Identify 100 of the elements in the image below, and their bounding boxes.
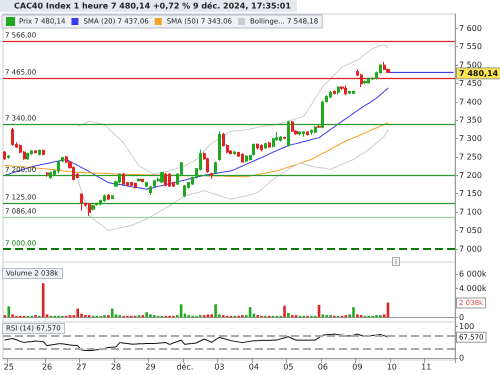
y-tick-label: 7 550: [459, 42, 482, 52]
candlestick: [268, 141, 271, 148]
candlestick: [337, 86, 340, 95]
bar: [42, 283, 45, 318]
y-tick-label: 7 100: [459, 208, 482, 217]
candlestick: [298, 130, 301, 136]
candlestick: [137, 178, 141, 182]
y-tick-label: 7 050: [459, 226, 482, 235]
candlestick: [103, 194, 106, 202]
candlestick: [210, 172, 213, 180]
bar: [248, 307, 252, 318]
candlestick: [111, 194, 114, 200]
candlestick: [160, 171, 164, 184]
candlestick: [34, 149, 37, 154]
y-tick-label: 4 000k: [459, 284, 487, 293]
candlestick: [153, 180, 156, 188]
candlestick: [11, 127, 14, 146]
line-series: [4, 334, 388, 352]
bar: [7, 306, 10, 318]
candlestick: [264, 142, 267, 150]
candlestick: [306, 130, 309, 136]
bar: [386, 302, 390, 318]
bar: [110, 308, 114, 318]
bar: [322, 314, 324, 318]
candlestick: [49, 171, 52, 180]
y-tick-label: 7 200: [459, 170, 482, 180]
x-tick-label: 03: [214, 362, 225, 372]
chart-title: CAC40 Index 1 heure 7 480,14 +0,72 % 9 déc. 2024, 17:35:01: [14, 2, 292, 10]
candlestick: [218, 130, 221, 162]
candlestick: [279, 135, 282, 142]
bar: [283, 306, 286, 318]
candlestick: [302, 130, 305, 138]
candlestick: [38, 149, 41, 156]
x-tick-label: 25: [4, 362, 14, 372]
candlestick: [245, 154, 248, 163]
y-tick-label: 7 350: [459, 116, 482, 125]
candlestick: [329, 90, 332, 99]
bar: [210, 314, 214, 318]
candlestick: [241, 152, 244, 163]
y-tick-label: 7 150: [459, 189, 482, 198]
candlestick: [291, 120, 294, 132]
y-tick-label: 7 450: [459, 78, 482, 88]
candlestick: [168, 172, 171, 188]
candlestick: [80, 194, 83, 212]
x-tick-label: 28: [110, 362, 122, 372]
candlestick: [42, 149, 45, 156]
bar: [149, 314, 152, 318]
bar: [356, 314, 359, 318]
candlestick: [340, 86, 344, 91]
y-tick-label: 6 000k: [459, 269, 487, 278]
candlestick: [145, 181, 148, 188]
candlestick: [317, 124, 321, 128]
candlestick: [57, 160, 60, 174]
candlestick: [130, 181, 133, 186]
x-tick-label: 09: [352, 362, 362, 372]
candlestick: [314, 126, 317, 134]
y-tick-label: 7 000: [459, 244, 482, 254]
y-tick-label: 0: [459, 353, 464, 362]
candlestick: [149, 185, 152, 196]
candlestick: [352, 90, 355, 95]
y-tick-label: 7 300: [459, 134, 482, 144]
candlestick: [214, 161, 217, 174]
candlestick: [3, 150, 6, 160]
candlestick: [118, 172, 121, 184]
x-tick-label: 27: [76, 362, 87, 372]
candlestick: [164, 172, 167, 187]
line-series: [77, 44, 388, 175]
x-tick-label: 04: [248, 362, 259, 372]
candlestick: [46, 171, 49, 178]
y-tick-label: 0: [459, 312, 464, 322]
candlestick: [7, 154, 10, 160]
bar: [287, 312, 290, 318]
line-series: [4, 88, 388, 190]
candlestick: [383, 61, 386, 71]
candlestick: [233, 150, 236, 156]
y-tick-label: 7 500: [459, 60, 482, 70]
candlestick: [260, 144, 263, 152]
candlestick: [141, 178, 144, 183]
candlestick: [183, 184, 186, 198]
x-tick-label: 06: [318, 362, 328, 372]
candlestick: [91, 204, 95, 211]
x-tick-label: 29: [145, 362, 156, 372]
bar: [214, 304, 217, 318]
candlestick: [26, 152, 29, 160]
candlestick: [88, 202, 91, 216]
bar: [180, 304, 182, 318]
x-tick-label: 11: [421, 362, 432, 372]
candlestick: [310, 128, 313, 136]
candlestick: [333, 90, 336, 95]
candlestick: [367, 77, 370, 84]
y-tick-label: 100: [459, 322, 474, 332]
bar: [11, 314, 14, 318]
line-series: [77, 129, 388, 231]
candlestick: [134, 182, 137, 190]
candlestick: [283, 136, 286, 140]
y-tick-label: 7 600: [459, 24, 482, 33]
x-tick-label: déc.: [176, 362, 194, 372]
candlestick: [95, 202, 98, 206]
candlestick: [122, 172, 125, 186]
x-tick-label: 05: [283, 362, 294, 372]
